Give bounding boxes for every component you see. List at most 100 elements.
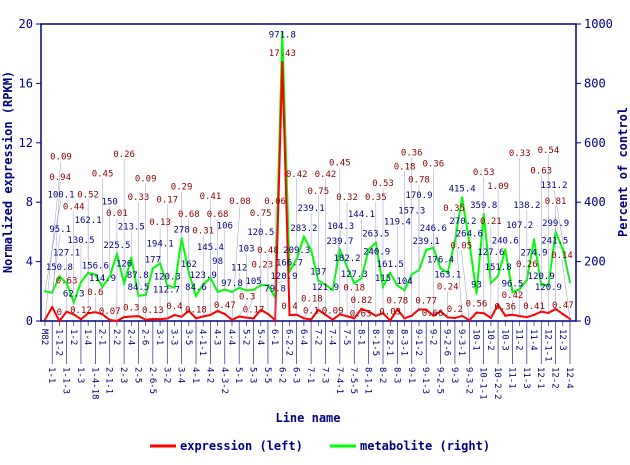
metabolite-data-label: 359.8 [470, 201, 497, 211]
x-tick-label: 4-1 [190, 367, 200, 383]
x-tick-label: 8-3 [391, 367, 401, 383]
expression-data-label: 0.41 [200, 192, 222, 202]
expression-point [367, 310, 370, 313]
x-tick-label: 1-1 [46, 367, 56, 383]
metabolite-data-label: 299.9 [542, 219, 569, 229]
x-tick-label: 9-1-2 [413, 329, 423, 356]
x-tick-label: 4-2 [204, 367, 214, 383]
metabolite-point [173, 286, 176, 289]
metabolite-data-label: 104.3 [327, 222, 354, 232]
metabolite-data-label: 120.5 [247, 228, 274, 238]
expression-data-label: 0.36 [423, 160, 445, 170]
expression-data-label: 0.63 [350, 310, 372, 320]
x-tick-label: 4-3-2 [219, 367, 229, 394]
x-tick-label: 11-4 [528, 329, 538, 351]
expression-data-label: 0.66 [422, 309, 444, 319]
metabolite-data-label: 121.9 [312, 283, 339, 293]
metabolite-data-label: 84.6 [185, 283, 207, 293]
expression-data-label: 0.78 [408, 175, 430, 185]
expression-point [561, 312, 565, 316]
expression-data-label: 0.35 [365, 193, 387, 203]
label-leaders [44, 154, 571, 321]
x-tick-label: 8-1 [355, 329, 365, 345]
expression-data-label: 0.32 [336, 193, 358, 203]
metabolite-data-label: 162.1 [75, 216, 102, 226]
metabolite-data-label: 103 [238, 244, 254, 254]
expression-data-label: 0.52 [77, 190, 99, 200]
metabolite-data-label: 194.1 [147, 239, 174, 249]
expression-data-label: 0.41 [523, 302, 545, 312]
metabolite-point [252, 288, 255, 292]
data-labels: 100.1 95.1 150.8 127.1 62.3 130.5 162.1 156.6 11… [46, 30, 574, 319]
x-tick-label: 2-6-5 [147, 367, 157, 394]
metabolite-label-leader [554, 245, 563, 250]
metabolite-data-label: 213.5 [118, 223, 145, 233]
expression-data-label: 0.17 [243, 305, 265, 315]
expression-point [504, 314, 507, 317]
metabolite-data-label: 971.8 [269, 30, 296, 40]
legend: expression (left) metabolite (right) [150, 439, 490, 453]
metabolite-data-label: 97.8 [221, 279, 243, 289]
x-tick-label: 12-3 [557, 329, 567, 351]
x-tick-label: 9-3-1 [456, 329, 466, 356]
expression-data-label: 0.18 [394, 162, 416, 172]
expression-label-leader [246, 269, 263, 318]
metabolite-data-label: 151.8 [485, 263, 512, 273]
expression-point [309, 318, 313, 321]
metabolite-point [446, 271, 449, 274]
expression-data-label: 0.07 [99, 307, 121, 317]
expression-label-leader [461, 250, 470, 321]
expression-point [331, 318, 334, 321]
y-tick-label-right: 800 [584, 76, 606, 90]
y-tick-label-left: 8 [26, 195, 33, 209]
x-tick-label: 11-3 [521, 367, 531, 389]
metabolite-data-label: 263.5 [362, 230, 389, 240]
expression-data-label: 0.2 [447, 305, 463, 315]
metabolite-data-label: 246.6 [420, 224, 447, 234]
expression-label-leader [231, 205, 241, 320]
expression-data-label: 0.77 [415, 297, 437, 307]
metabolite-data-label: 283.2 [290, 224, 317, 234]
expression-label-leader [360, 311, 369, 314]
expression-data-label: 0.53 [473, 168, 495, 178]
expression-label-leader [51, 182, 61, 308]
metabolite-data-label: 98 [212, 257, 223, 267]
x-tick-label: 7-3 [319, 367, 329, 383]
expression-label-leader [561, 259, 571, 319]
expression-data-label: 0.68 [207, 210, 229, 220]
expression-data-label: 0 [57, 308, 62, 318]
expression-data-label: 0.47 [214, 301, 236, 311]
metabolite-label-leader [137, 279, 146, 296]
expression-data-label: 0.18 [185, 305, 207, 315]
x-tick-label: 7-4-1 [334, 367, 344, 394]
metabolite-data-label: 120.9 [270, 272, 297, 282]
expression-data-label: 0.18 [301, 294, 323, 304]
metabolite-data-label: 138.2 [513, 201, 540, 211]
x-tick-label: 10-1-1 [478, 367, 488, 400]
metabolite-data-label: 156.6 [82, 261, 109, 271]
y-tick-label-right: 400 [584, 195, 606, 209]
x-tick-label: 10-3 [499, 329, 509, 351]
x-tick-label: 6-4 [298, 329, 308, 345]
x-tick-label: 8-2-1 [384, 329, 394, 356]
x-tick-label: 3-4 [176, 367, 186, 383]
metabolite-point [504, 248, 507, 251]
metabolite-data-label: 100.1 [47, 190, 74, 200]
metabolite-data-label: 163.1 [434, 271, 461, 281]
legend-label-expression: expression (left) [180, 439, 303, 453]
expression-data-label: 0.03 [379, 308, 401, 318]
axes: 04812162002004006008001000M821-11-1-21-1… [19, 17, 613, 400]
expression-point [396, 308, 399, 311]
expression-data-label: 0.75 [250, 209, 272, 219]
expression-data-label: 0.08 [229, 197, 251, 207]
metabolite-data-label: 239.1 [298, 204, 325, 214]
metabolite-data-label: 144.1 [348, 210, 375, 220]
x-tick-label: 8-2 [377, 367, 387, 383]
x-tick-label: 2-1 [97, 329, 107, 345]
metabolite-data-label: 62.3 [63, 289, 85, 299]
expression-data-label: 0.09 [322, 307, 344, 317]
expression-data-label: 0.24 [437, 282, 459, 292]
expression-point [475, 311, 478, 314]
x-tick-label: 9-1 [406, 367, 416, 383]
expression-data-label: 0.45 [329, 158, 351, 168]
